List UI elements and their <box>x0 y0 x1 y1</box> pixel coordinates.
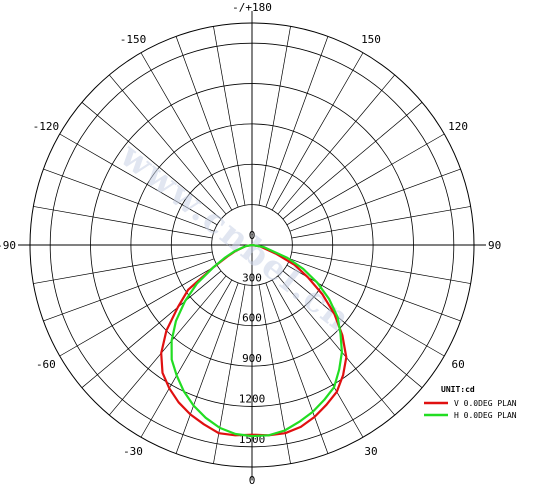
angle-label: 150 <box>361 33 381 46</box>
grid-spoke <box>109 74 227 215</box>
radial-tick-label: 900 <box>242 352 262 365</box>
radial-tick-label: 600 <box>242 312 262 325</box>
angle-label: 30 <box>364 445 377 458</box>
grid-spoke <box>258 26 291 206</box>
angle-label: -60 <box>36 358 56 371</box>
grid-spoke <box>282 102 423 220</box>
grid-spoke <box>277 74 395 215</box>
angle-label: 0 <box>249 474 256 487</box>
angle-label: 120 <box>448 120 468 133</box>
grid-spoke <box>33 206 213 239</box>
grid-spoke <box>43 168 215 232</box>
grid-spoke <box>175 282 239 454</box>
grid-spoke <box>289 258 461 322</box>
angle-label: -/+180 <box>232 1 272 14</box>
grid-spoke <box>59 264 218 357</box>
grid-spoke <box>265 36 329 208</box>
angle-label: 60 <box>451 358 464 371</box>
grid-spoke <box>213 26 246 206</box>
grid-spoke <box>282 270 423 388</box>
grid-spoke <box>291 251 471 284</box>
grid-spoke <box>140 279 233 438</box>
polar-grid <box>18 11 486 479</box>
radial-tick-label: 300 <box>242 271 262 284</box>
legend-label-h: H 0.0DEG PLAN <box>454 411 517 420</box>
grid-spoke <box>81 270 222 388</box>
grid-spoke <box>289 168 461 232</box>
grid-spoke <box>286 264 445 357</box>
legend-label-v: V 0.0DEG PLAN <box>454 399 517 408</box>
grid-spoke <box>59 133 218 226</box>
grid-spoke <box>271 279 364 438</box>
angle-label: -120 <box>33 120 60 133</box>
grid-spoke <box>140 52 233 211</box>
grid-spoke <box>175 36 239 208</box>
series-line-h-plane <box>170 243 343 438</box>
grid-spoke <box>33 251 213 284</box>
radial-tick-label: 1200 <box>239 392 266 405</box>
grid-spoke <box>271 52 364 211</box>
grid-spoke <box>109 275 227 416</box>
legend: UNIT:cd V 0.0DEG PLAN H 0.0DEG PLAN <box>424 385 517 420</box>
grid-spoke <box>291 206 471 239</box>
radial-tick-label: 0 <box>249 229 256 242</box>
grid-spoke <box>43 258 215 322</box>
series-line-v-plane <box>160 243 348 437</box>
grid-spoke <box>265 282 329 454</box>
angle-label: -150 <box>120 33 147 46</box>
legend-unit-label: UNIT:cd <box>441 385 475 394</box>
angle-label: -30 <box>123 445 143 458</box>
intensity-curves <box>160 243 348 438</box>
grid-spoke <box>277 275 395 416</box>
angle-label: 90 <box>488 239 501 252</box>
angle-label: -90 <box>0 239 16 252</box>
grid-spoke <box>81 102 222 220</box>
grid-spoke <box>286 133 445 226</box>
